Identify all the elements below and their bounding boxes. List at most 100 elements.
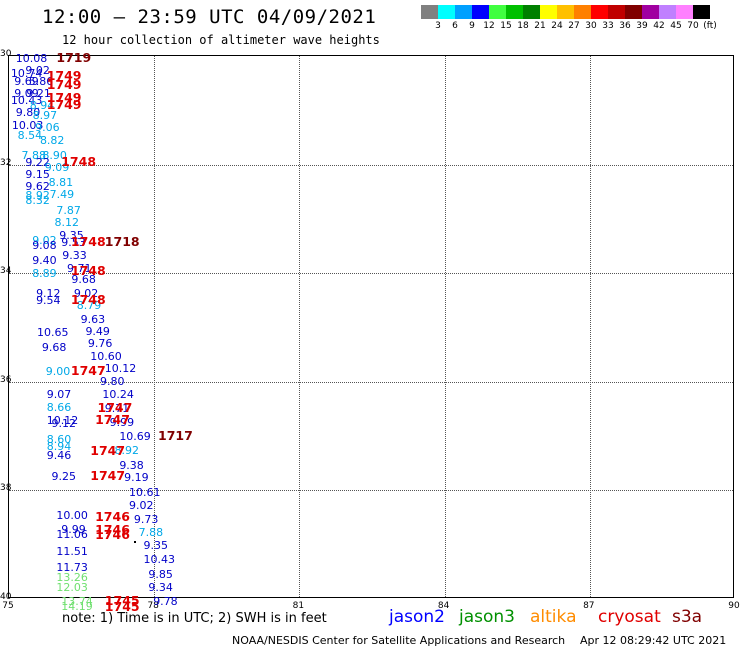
wave-height-label: 9.02	[25, 64, 50, 78]
legend-item-s3a: s3a	[672, 607, 703, 627]
pass-time-label: 1747	[90, 467, 126, 483]
wave-height-label: 9.25	[51, 469, 77, 483]
color-scale-tick-label: 36	[619, 21, 631, 31]
pass-time-label: 1749	[46, 96, 82, 112]
color-scale-tick-label: (ft)	[703, 21, 717, 31]
wave-height-label: 8.66	[46, 400, 72, 414]
wave-height-label: 10.60	[90, 350, 122, 364]
color-scale-ticks: 3 6 9 12 15 18 21 24 27 30 33 36 39 42 45 70 (ft)	[421, 21, 740, 33]
color-swatch	[455, 5, 472, 19]
color-scale-tick-label: 30	[585, 21, 597, 31]
color-scale-tick-label: 42	[653, 21, 665, 31]
color-scale-tick-label: 70	[687, 21, 699, 31]
color-swatch	[693, 5, 710, 19]
wave-height-label: 8.97	[32, 108, 58, 122]
wave-height-label: 11.06	[56, 527, 88, 541]
wave-height-label: 9.63	[80, 312, 106, 326]
wave-height-label: 7.88	[138, 525, 164, 539]
color-scale-tick-label: 33	[602, 21, 614, 31]
wave-height-label: 9.54	[36, 294, 61, 308]
pass-time-label: 1749	[46, 90, 82, 106]
color-swatch	[421, 5, 438, 19]
color-swatch	[438, 5, 455, 19]
pass-time-label: 1746	[95, 527, 130, 542]
pass-time-label: 1748	[61, 153, 97, 169]
color-swatch	[625, 5, 642, 19]
wave-height-label: 9.35	[59, 228, 84, 242]
wave-height-label: 9.34	[148, 581, 173, 595]
wave-height-label: 8.79	[76, 299, 102, 313]
wave-height-label: 9.38	[119, 458, 144, 472]
color-scale-bar	[421, 5, 710, 19]
page-subtitle: 12 hour collection of altimeter wave hei…	[62, 33, 380, 47]
color-scale-tick-label: 3	[435, 21, 441, 31]
wave-height-label: 8.94	[46, 439, 72, 453]
color-swatch	[574, 5, 591, 19]
y-tick-label: 40	[0, 592, 12, 602]
color-swatch	[506, 5, 523, 19]
pass-time-label: 1718	[104, 234, 140, 250]
x-tick-label: 87	[583, 601, 595, 611]
wave-height-label: 9.09	[14, 87, 39, 100]
color-swatch	[489, 5, 506, 19]
color-scale-tick-label: 9	[469, 21, 475, 31]
x-tick-label: 75	[2, 601, 14, 611]
legend-item-jason3: jason3	[459, 607, 515, 627]
wave-height-label: 14.19	[61, 600, 93, 614]
wave-height-label: 9.80	[99, 374, 125, 388]
wave-height-label: 8.94	[29, 98, 55, 112]
wave-height-label: 9.80	[15, 106, 41, 119]
wave-height-label: 9.69	[14, 74, 39, 88]
wave-height-label: 9.73	[133, 513, 159, 527]
wave-height-label: 8.54	[17, 128, 43, 142]
wave-height-label: 9.99	[61, 523, 86, 537]
wave-height-label: 7.49	[49, 188, 75, 201]
pass-time-label: 1746	[95, 522, 130, 538]
wave-height-label: 9.22	[25, 155, 50, 169]
wave-height-label: 10.43	[143, 552, 176, 566]
x-tick-label: 84	[437, 601, 450, 611]
wave-height-label: 9.21	[26, 87, 51, 100]
wave-height-label: 9.02	[129, 498, 154, 512]
wave-height-label: 10.12	[104, 362, 137, 376]
color-scale-tick-label: 45	[670, 21, 682, 31]
wave-height-label: 10.08	[15, 51, 48, 65]
wave-height-label: 9.71	[104, 402, 130, 416]
pass-time-label: 1717	[158, 428, 193, 444]
color-swatch	[642, 5, 659, 19]
y-tick-label: 38	[0, 483, 12, 494]
wave-height-label: 11.51	[56, 544, 88, 558]
pass-time-label: 1747	[95, 412, 130, 428]
x-tick-label: 81	[292, 601, 305, 611]
color-scale-tick-label: 39	[636, 21, 648, 31]
wave-height-label: 9.15	[25, 167, 50, 181]
grid-line-horizontal	[9, 381, 733, 383]
color-scale-tick-label: 27	[568, 21, 580, 31]
wave-height-label: 9.19	[124, 471, 149, 485]
grid-line-horizontal	[9, 164, 733, 166]
wave-height-label: 9.85	[148, 567, 173, 581]
color-scale-tick-label: 21	[534, 21, 546, 31]
pass-time-label: 1749	[46, 67, 82, 83]
wave-height-label: 10.12	[46, 413, 79, 427]
x-tick-label: 90	[728, 601, 740, 611]
wave-height-label: 9.33	[62, 248, 87, 262]
y-tick-label: 30	[0, 49, 12, 59]
footer-timestamp: Apr 12 08:29:42 UTC 2021	[580, 634, 727, 647]
wave-height-label: 9.02	[73, 286, 99, 300]
color-swatch	[557, 5, 574, 19]
y-tick-label: 36	[0, 374, 12, 385]
x-tick-label: 78	[147, 601, 159, 611]
wave-height-label: 9.46	[46, 448, 72, 462]
legend-item-jason2: jason2	[389, 607, 445, 627]
wave-height-label: 9.68	[41, 341, 67, 355]
color-swatch	[540, 5, 557, 19]
legend-item-altika: altika	[530, 607, 577, 627]
wave-height-label: 12.03	[56, 581, 88, 595]
pass-time-label: 1719	[56, 49, 92, 65]
wave-height-label: 9.00	[45, 365, 71, 379]
wave-height-label: 9.71	[67, 261, 92, 275]
wave-height-label: 9.53	[61, 236, 86, 250]
grid-line-vertical	[154, 56, 156, 597]
